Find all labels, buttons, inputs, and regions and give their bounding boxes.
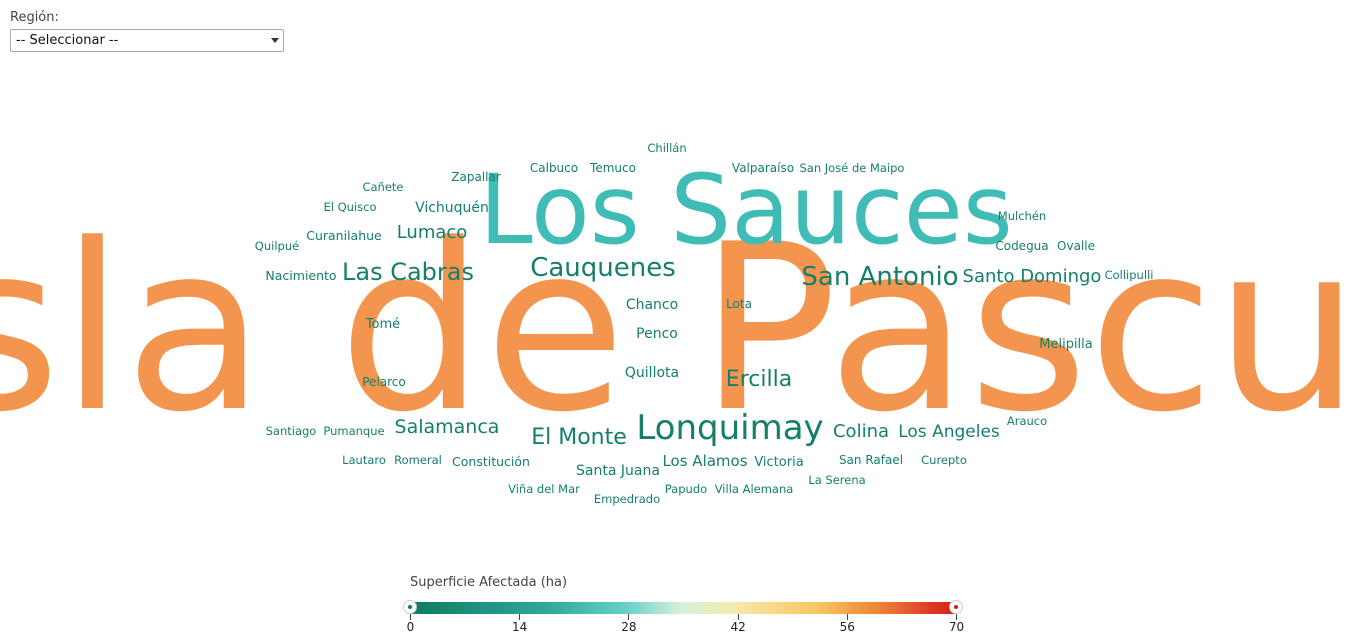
word-san-antonio[interactable]: San Antonio xyxy=(801,262,958,292)
word-el-quisco[interactable]: El Quisco xyxy=(323,200,376,214)
word-los-alamos[interactable]: Los Alamos xyxy=(662,452,747,470)
word-san-rafael[interactable]: San Rafael xyxy=(839,453,903,467)
word-chill-n[interactable]: Chillán xyxy=(647,141,686,155)
word-ercilla[interactable]: Ercilla xyxy=(726,367,792,392)
word-papudo[interactable]: Papudo xyxy=(665,482,707,496)
legend-tick-label: 28 xyxy=(621,620,637,634)
word-isla-de-pascua[interactable]: Isla de Pascua xyxy=(0,196,1366,463)
word-lonquimay[interactable]: Lonquimay xyxy=(636,408,823,448)
word-la-serena[interactable]: La Serena xyxy=(808,473,865,487)
legend-tick-mark xyxy=(628,614,630,620)
legend-tick-mark xyxy=(519,614,521,620)
legend-max-handle[interactable] xyxy=(949,600,963,614)
word-los-angeles[interactable]: Los Angeles xyxy=(898,422,1000,442)
word-curepto[interactable]: Curepto xyxy=(921,453,967,467)
word-valpara-so[interactable]: Valparaíso xyxy=(732,161,794,175)
chevron-down-icon xyxy=(271,38,279,43)
legend-tick-label: 0 xyxy=(406,620,415,634)
word-constituci-n[interactable]: Constitución xyxy=(452,454,530,469)
word-villa-alemana[interactable]: Villa Alemana xyxy=(715,482,794,496)
word-pumanque[interactable]: Pumanque xyxy=(323,424,384,438)
color-scale-bar xyxy=(410,602,956,614)
word-tom-[interactable]: Tomé xyxy=(365,317,400,332)
word-vichuqu-n[interactable]: Vichuquén xyxy=(415,200,489,216)
word-melipilla[interactable]: Melipilla xyxy=(1039,337,1093,352)
legend-tick-mark xyxy=(410,614,411,620)
word-colina[interactable]: Colina xyxy=(833,421,889,442)
word-el-monte[interactable]: El Monte xyxy=(531,425,627,450)
word-ovalle[interactable]: Ovalle xyxy=(1057,239,1095,253)
region-label: Región: xyxy=(10,10,59,25)
word-santa-juana[interactable]: Santa Juana xyxy=(576,463,660,479)
word-romeral[interactable]: Romeral xyxy=(394,453,442,467)
legend-title: Superficie Afectada (ha) xyxy=(410,575,568,590)
word-temuco[interactable]: Temuco xyxy=(589,161,636,175)
word-nacimiento[interactable]: Nacimiento xyxy=(265,268,336,283)
word-pelarco[interactable]: Pelarco xyxy=(362,375,406,389)
legend-tick-label: 42 xyxy=(730,620,746,634)
legend-tick-mark xyxy=(737,614,739,620)
word-santo-domingo[interactable]: Santo Domingo xyxy=(963,266,1102,287)
word-chanco[interactable]: Chanco xyxy=(626,297,678,313)
legend-max-dot xyxy=(954,605,958,609)
word-codegua[interactable]: Codegua xyxy=(995,239,1048,253)
legend-min-handle[interactable] xyxy=(403,600,417,614)
legend-tick-label: 14 xyxy=(512,620,528,634)
word-san-jos-de-maipo[interactable]: San José de Maipo xyxy=(800,161,905,175)
word-las-cabras[interactable]: Las Cabras xyxy=(342,258,474,286)
word-zapallar[interactable]: Zapallar xyxy=(451,170,501,184)
legend-tick-mark xyxy=(956,614,957,620)
word-empedrado[interactable]: Empedrado xyxy=(594,492,660,506)
word-collipulli[interactable]: Collipulli xyxy=(1105,268,1154,282)
word-lumaco[interactable]: Lumaco xyxy=(397,222,468,243)
word-penco[interactable]: Penco xyxy=(636,326,678,342)
word-arauco[interactable]: Arauco xyxy=(1007,414,1047,428)
word-mulch-n[interactable]: Mulchén xyxy=(998,209,1046,223)
word-los-sauces[interactable]: Los Sauces xyxy=(479,154,1013,266)
region-select-value: -- Seleccionar -- xyxy=(16,33,119,48)
word-cloud: Isla de PascuaLos Sauces Lonquimay Cauquen… xyxy=(0,141,1366,506)
legend-tick-label: 70 xyxy=(948,620,965,634)
word-lota[interactable]: Lota xyxy=(726,297,752,311)
word-quillota[interactable]: Quillota xyxy=(625,365,679,381)
word-santiago[interactable]: Santiago xyxy=(266,424,317,438)
legend-tick-mark xyxy=(846,614,848,620)
word-curanilahue[interactable]: Curanilahue xyxy=(306,228,382,243)
word-calbuco[interactable]: Calbuco xyxy=(530,161,578,175)
word-ca-ete[interactable]: Cañete xyxy=(362,180,403,194)
word-victoria[interactable]: Victoria xyxy=(754,455,803,470)
word-quilpu-[interactable]: Quilpué xyxy=(255,239,299,253)
word-cauquenes[interactable]: Cauquenes xyxy=(530,253,676,283)
word-vi-a-del-mar[interactable]: Viña del Mar xyxy=(508,482,580,496)
legend-tick-label: 56 xyxy=(839,620,855,634)
legend-min-dot xyxy=(408,605,412,609)
region-select[interactable]: -- Seleccionar -- xyxy=(10,29,284,52)
word-salamanca[interactable]: Salamanca xyxy=(395,416,500,438)
word-lautaro[interactable]: Lautaro xyxy=(342,453,386,467)
